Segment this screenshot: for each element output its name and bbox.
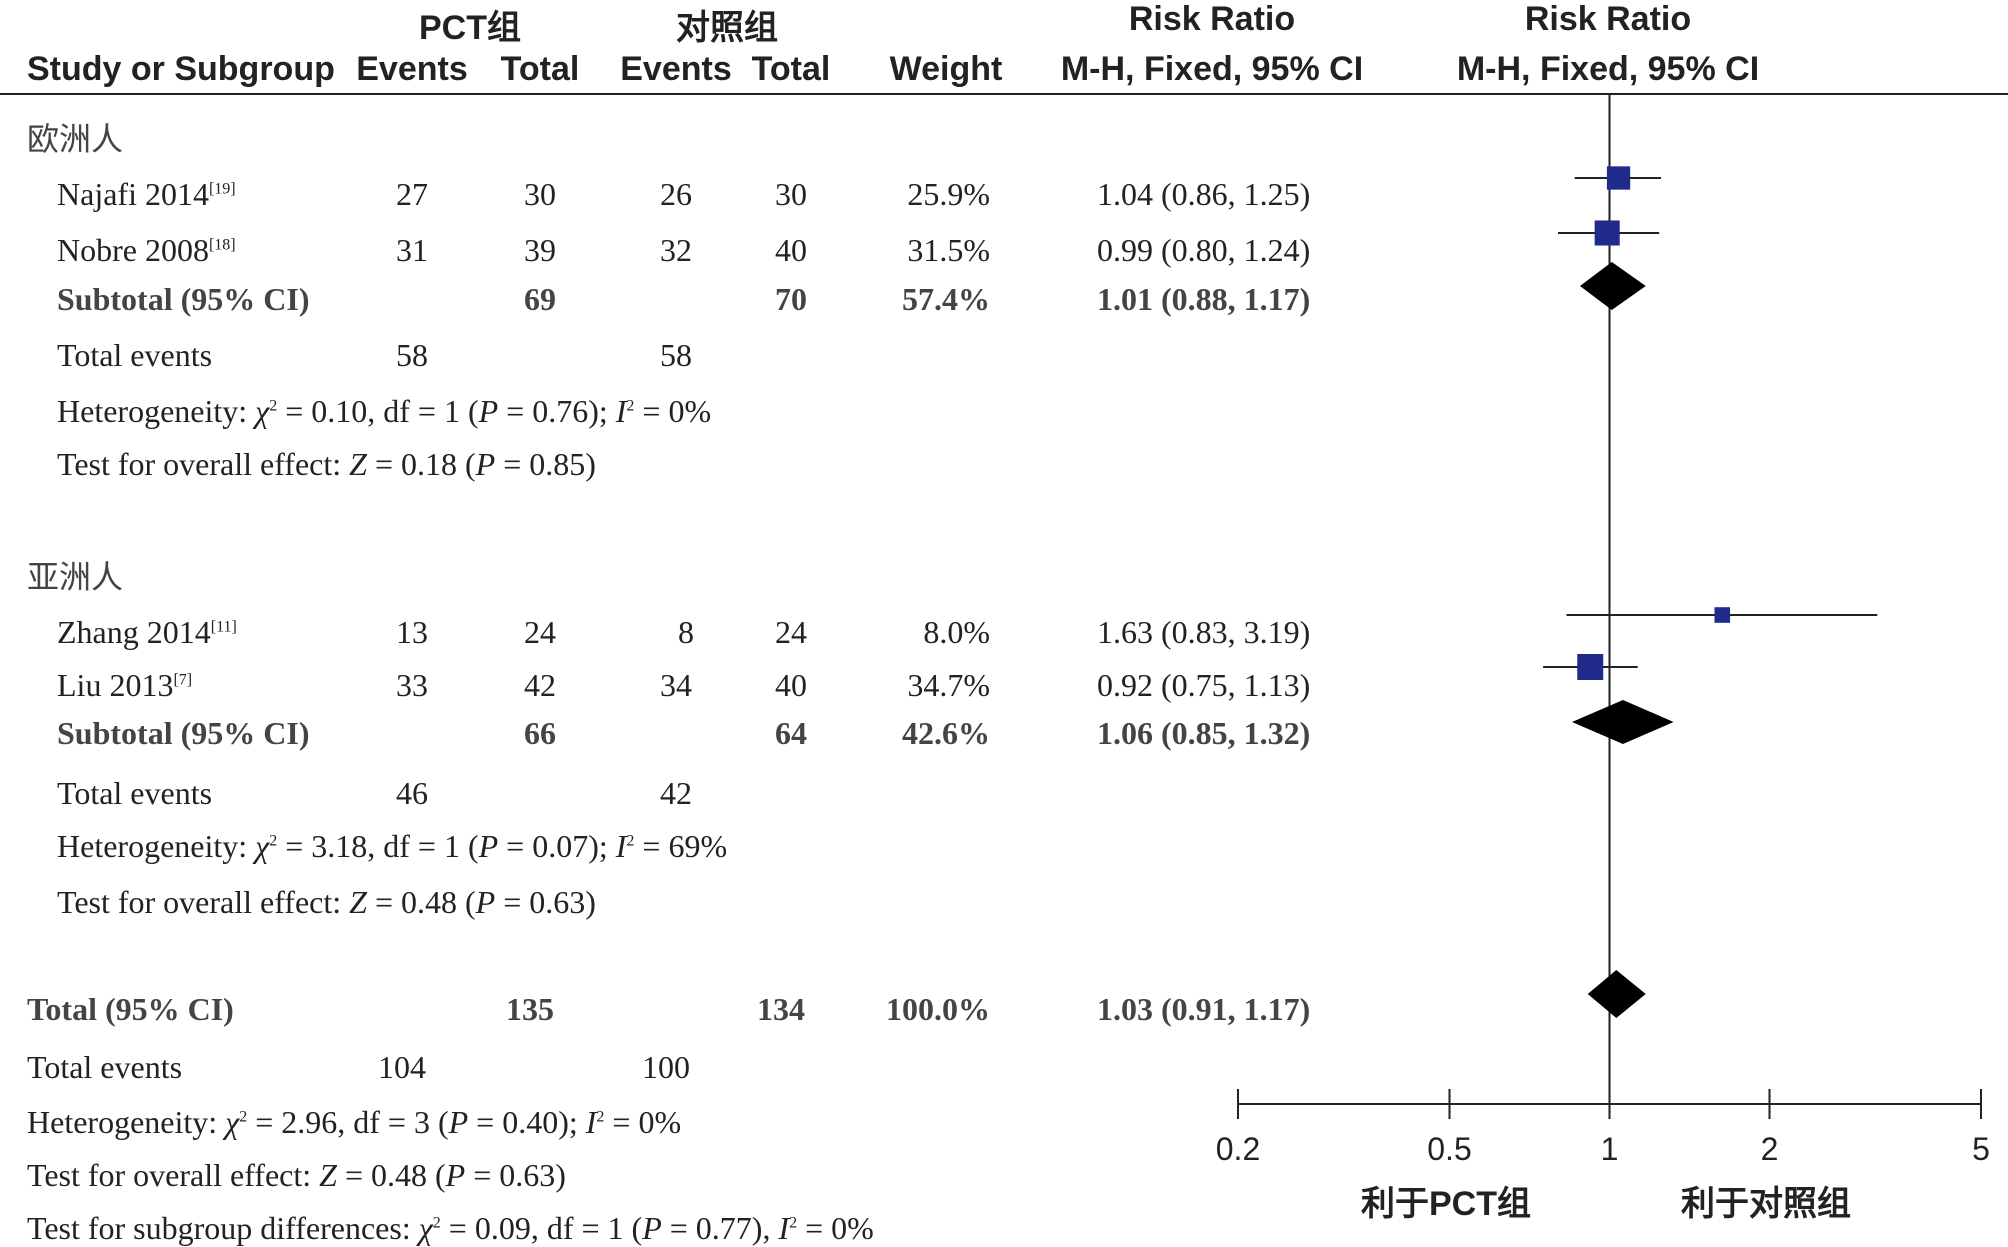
x-axis-tick-label: 0.2 (1216, 1131, 1260, 1167)
heterogeneity-stat: Heterogeneity: χ2 = 0.10, df = 1 (P = 0.… (57, 393, 712, 429)
study-ci: 0.92 (0.75, 1.13) (1097, 667, 1311, 703)
study-point-square (1577, 654, 1604, 680)
study-weight: 8.0% (923, 614, 990, 650)
overall-effect-stat: Test for overall effect: Z = 0.48 (P = 0… (27, 1157, 566, 1193)
study-events1: 33 (396, 667, 428, 703)
study-name: Zhang 2014[11] (57, 614, 237, 650)
total-events2: 58 (660, 337, 692, 373)
total-events-label: Total events (57, 775, 213, 811)
pooled-estimate-diamond (1587, 970, 1646, 1018)
study-name: Liu 2013[7] (57, 667, 193, 703)
total1-column-header: Total (500, 50, 580, 88)
study-name: Najafi 2014[19] (57, 176, 236, 212)
study-ci: 1.63 (0.83, 3.19) (1097, 614, 1311, 650)
study-total2: 40 (775, 667, 807, 703)
axis-right-label: 利于对照组 (1681, 1185, 1851, 1223)
mh-ci-plot-header: M-H, Fixed, 95% CI (1456, 50, 1760, 88)
risk-ratio-plot-header: Risk Ratio (1524, 0, 1692, 38)
x-axis-tick-label: 1 (1601, 1131, 1619, 1167)
subtotal-total1: 66 (524, 715, 556, 751)
overall-effect-stat: Test for overall effect: Z = 0.18 (P = 0… (57, 446, 596, 482)
subtotal-ci: 1.01 (0.88, 1.17) (1097, 281, 1311, 317)
total-ci: 1.03 (0.91, 1.17) (1097, 991, 1311, 1027)
study-total2: 30 (775, 176, 807, 212)
study-total2: 24 (775, 614, 807, 650)
subtotal-total2: 64 (775, 715, 807, 751)
total-events-label: Total events (27, 1049, 183, 1085)
heterogeneity-stat: Heterogeneity: χ2 = 3.18, df = 1 (P = 0.… (57, 828, 728, 864)
total2-column-header: Total (751, 50, 831, 88)
study-events2: 8 (678, 614, 694, 650)
subtotal-label: Subtotal (95% CI) (57, 281, 310, 317)
study-weight: 25.9% (907, 176, 990, 212)
total-events-label: Total events (57, 337, 213, 373)
total-events1: 104 (378, 1049, 426, 1085)
control-group-header: 对照组 (676, 9, 778, 47)
study-total1: 39 (524, 232, 556, 268)
mh-ci-column-header: M-H, Fixed, 95% CI (1060, 50, 1364, 88)
study-events2: 34 (660, 667, 692, 703)
subtotal-label: Subtotal (95% CI) (57, 715, 310, 751)
total-events1: 46 (396, 775, 428, 811)
events1-column-header: Events (356, 50, 468, 88)
risk-ratio-header: Risk Ratio (1128, 0, 1296, 38)
total-total1: 135 (506, 991, 554, 1027)
subtotal-ci: 1.06 (0.85, 1.32) (1097, 715, 1311, 751)
total-events2: 100 (642, 1049, 690, 1085)
weight-column-header: Weight (889, 50, 1003, 88)
study-events2: 26 (660, 176, 692, 212)
total-total2: 134 (757, 991, 805, 1027)
axis-left-label: 利于PCT组 (1361, 1185, 1531, 1223)
subtotal-weight: 57.4% (902, 281, 990, 317)
overall-effect-stat: Test for overall effect: Z = 0.48 (P = 0… (57, 884, 596, 920)
study-total2: 40 (775, 232, 807, 268)
study-events1: 27 (396, 176, 428, 212)
total-weight: 100.0% (886, 991, 990, 1027)
study-total1: 30 (524, 176, 556, 212)
study-events1: 13 (396, 614, 428, 650)
study-total1: 24 (524, 614, 556, 650)
subtotal-total2: 70 (775, 281, 807, 317)
group-heading-europe: 欧洲人 (27, 121, 124, 157)
total-events1: 58 (396, 337, 428, 373)
study-events1: 31 (396, 232, 428, 268)
study-point-square (1606, 166, 1631, 190)
study-weight: 31.5% (907, 232, 990, 268)
study-events2: 32 (660, 232, 692, 268)
study-ci: 1.04 (0.86, 1.25) (1097, 176, 1311, 212)
total-events2: 42 (660, 775, 692, 811)
study-ci: 0.99 (0.80, 1.24) (1097, 232, 1311, 268)
study-total1: 42 (524, 667, 556, 703)
pooled-estimate-diamond (1571, 700, 1674, 744)
subtotal-weight: 42.6% (902, 715, 990, 751)
heterogeneity-stat: Heterogeneity: χ2 = 2.96, df = 3 (P = 0.… (27, 1104, 682, 1140)
header-rule (0, 93, 2008, 95)
pooled-estimate-diamond (1579, 262, 1646, 310)
study-weight: 34.7% (907, 667, 990, 703)
subgroup-differences-stat: Test for subgroup differences: χ2 = 0.09… (27, 1210, 874, 1246)
x-axis-tick-label: 5 (1972, 1131, 1990, 1167)
study-point-square (1594, 220, 1620, 246)
total-label: Total (95% CI) (27, 991, 234, 1027)
x-axis-tick-label: 2 (1761, 1131, 1779, 1167)
events2-column-header: Events (620, 50, 732, 88)
study-name: Nobre 2008[18] (57, 232, 236, 268)
pct-group-header: PCT组 (419, 9, 521, 47)
x-axis-tick-label: 0.5 (1427, 1131, 1471, 1167)
subtotal-total1: 69 (524, 281, 556, 317)
group-heading-asia: 亚洲人 (27, 559, 124, 595)
study-column-header: Study or Subgroup (27, 50, 335, 88)
study-point-square (1714, 607, 1731, 623)
